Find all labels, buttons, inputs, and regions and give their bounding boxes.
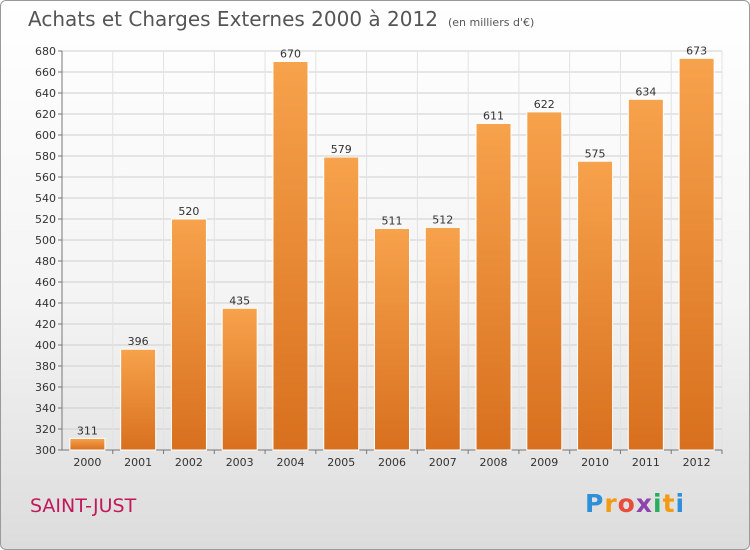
xtick-label-2011: 2011 [632, 456, 660, 469]
ytick-label: 560 [35, 171, 56, 184]
data-label-2007: 512 [432, 213, 453, 226]
title-block: Achats et Charges Externes 2000 à 2012 (e… [28, 7, 534, 31]
data-label-2009: 622 [534, 98, 555, 111]
bar-2011 [627, 98, 664, 451]
xtick-label-2002: 2002 [175, 456, 203, 469]
bar-2009 [526, 111, 563, 451]
bar-2008 [475, 122, 512, 451]
logo-letter: r [604, 489, 618, 518]
xtick-label-2000: 2000 [73, 456, 101, 469]
data-label-2002: 520 [178, 205, 199, 218]
ytick-label: 320 [35, 423, 56, 436]
xtick-label-2009: 2009 [530, 456, 558, 469]
ytick-label: 440 [35, 297, 56, 310]
ytick-label: 640 [35, 87, 56, 100]
ytick-label: 340 [35, 402, 56, 415]
data-label-2001: 396 [128, 335, 149, 348]
xtick-label-2007: 2007 [429, 456, 457, 469]
ytick-label: 480 [35, 255, 56, 268]
data-labels: 311 396 520 435 670 579 511 512 611 622 575 634 673 [77, 44, 707, 437]
ytick-label: 680 [35, 45, 56, 58]
bar-2004 [272, 61, 309, 451]
logo-letter: x [635, 489, 653, 518]
data-label-2012: 673 [686, 44, 707, 57]
ytick-label: 500 [35, 234, 56, 247]
data-label-2004: 670 [280, 48, 301, 61]
xtick-label-2008: 2008 [480, 456, 508, 469]
ytick-label: 620 [35, 108, 56, 121]
ytick-label: 420 [35, 318, 56, 331]
commune-name: SAINT-JUST [30, 495, 137, 517]
logo-letter: t [662, 489, 676, 518]
bar-2006 [374, 227, 410, 451]
chart-subtitle: (en milliers d'€) [447, 16, 535, 29]
bar-2005 [323, 156, 360, 451]
ytick-label: 360 [35, 381, 56, 394]
xtick-label-2006: 2006 [378, 456, 406, 469]
ytick-label: 380 [35, 360, 56, 373]
xtick-label-2010: 2010 [581, 456, 609, 469]
xtick-label-2012: 2012 [683, 456, 711, 469]
xtick-label-2004: 2004 [276, 456, 304, 469]
data-label-2000: 311 [77, 424, 98, 437]
logo-letter: i [675, 489, 686, 518]
data-label-2006: 511 [382, 214, 403, 227]
data-label-2011: 634 [635, 85, 656, 98]
logo-letter: o [617, 489, 636, 518]
ytick-label: 460 [35, 276, 56, 289]
ytick-label: 520 [35, 213, 56, 226]
axes: 300 320 340 360 380 400 420 440 460 480 500 520 540 5… [35, 45, 723, 469]
bar-2000 [69, 437, 106, 451]
bar-2001 [120, 348, 157, 451]
ytick-label: 400 [35, 339, 56, 352]
logo-letter: i [653, 489, 663, 518]
bars [69, 57, 715, 451]
data-label-2005: 579 [331, 143, 352, 156]
chart-title: Achats et Charges Externes 2000 à 2012 [28, 7, 438, 31]
xtick-label-2001: 2001 [124, 456, 152, 469]
bar-2012 [678, 57, 715, 451]
proxiti-logo: Proxiti [585, 489, 685, 518]
data-label-2003: 435 [229, 294, 250, 307]
bar-2003 [221, 307, 258, 451]
ytick-label: 540 [35, 192, 56, 205]
ytick-label: 660 [35, 66, 56, 79]
data-label-2008: 611 [483, 109, 504, 122]
logo-letter: P [585, 489, 605, 518]
bar-2007 [424, 226, 461, 451]
ytick-label: 600 [35, 129, 56, 142]
bar-2010 [577, 160, 614, 451]
ytick-label: 300 [35, 444, 56, 457]
bar-2002 [170, 218, 207, 451]
ytick-label: 580 [35, 150, 56, 163]
xtick-label-2003: 2003 [226, 456, 254, 469]
data-label-2010: 575 [585, 147, 606, 160]
xtick-label-2005: 2005 [327, 456, 355, 469]
